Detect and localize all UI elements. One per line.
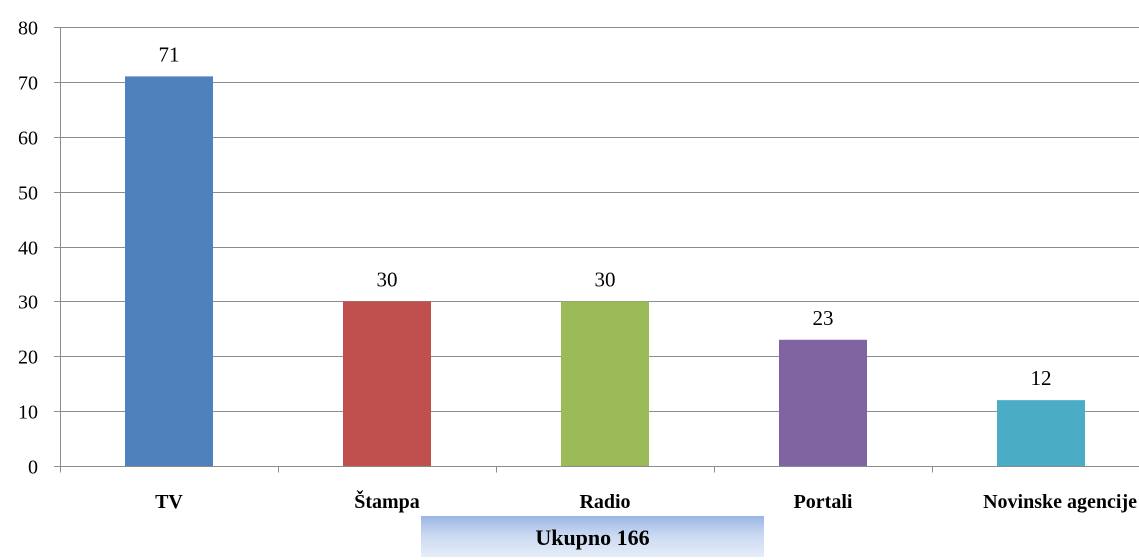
y-tick-label: 10 <box>18 402 38 424</box>
y-tick-label: 0 <box>28 457 38 479</box>
bar <box>125 76 213 466</box>
y-tick-label: 40 <box>18 238 38 260</box>
y-tick-label: 20 <box>18 347 38 369</box>
y-tick-label: 60 <box>18 128 38 150</box>
bar <box>343 301 431 466</box>
category-label: Portali <box>794 491 853 513</box>
category-label: Novinske agencije <box>983 491 1137 513</box>
bar <box>997 400 1085 466</box>
data-labels: 71 30 30 23 12 <box>159 42 1052 390</box>
axes <box>60 27 1139 473</box>
y-tick-label: 80 <box>18 18 38 40</box>
category-labels: TV Štampa Radio Portali Novinske agencije <box>155 489 1137 513</box>
total-label: Ukupno 166 <box>421 516 764 557</box>
data-label: 12 <box>1031 366 1052 390</box>
y-tick-label: 70 <box>18 73 38 95</box>
data-label: 30 <box>595 267 616 291</box>
y-axis-ticks: 0 10 20 30 40 50 60 70 80 <box>18 18 60 479</box>
bars <box>125 76 1085 466</box>
y-tick-label: 50 <box>18 183 38 205</box>
data-label: 23 <box>813 306 834 330</box>
category-label: Radio <box>579 491 630 513</box>
y-tick-label: 30 <box>18 292 38 314</box>
category-label: Štampa <box>354 489 420 513</box>
category-label: TV <box>155 491 183 513</box>
data-label: 71 <box>159 42 180 66</box>
data-label: 30 <box>377 267 398 291</box>
bar <box>561 301 649 466</box>
bar <box>779 339 867 466</box>
